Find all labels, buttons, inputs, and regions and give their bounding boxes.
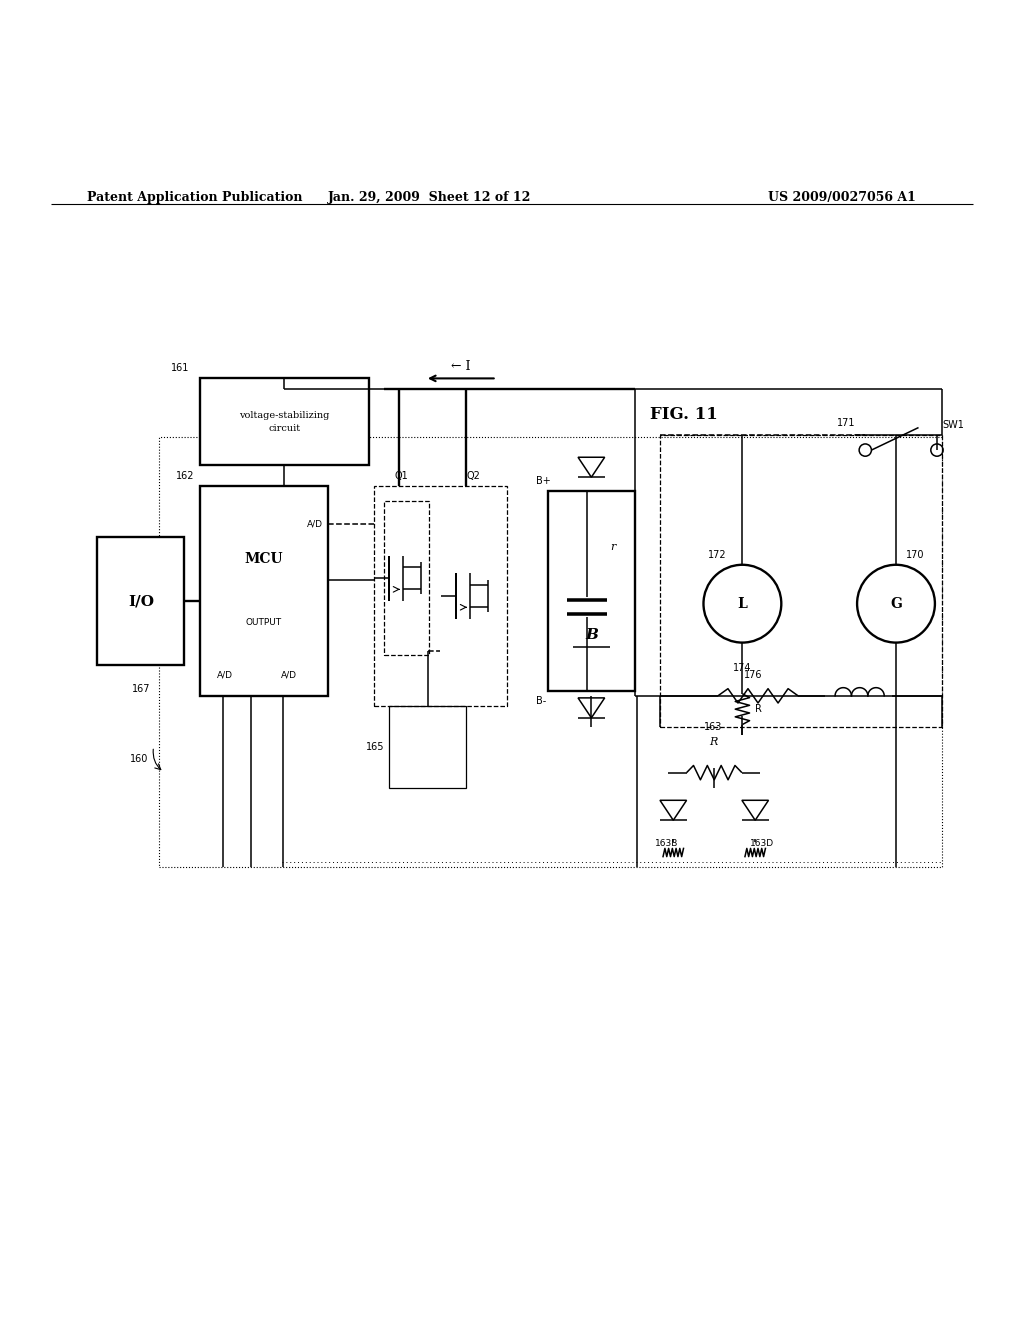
Text: Q1: Q1 xyxy=(394,471,409,480)
Text: Q2: Q2 xyxy=(467,471,480,480)
Text: L: L xyxy=(737,597,748,611)
Text: A/D: A/D xyxy=(306,519,323,528)
Text: Patent Application Publication: Patent Application Publication xyxy=(87,191,302,205)
Text: B-: B- xyxy=(536,696,546,706)
Text: R: R xyxy=(709,737,718,747)
Text: FIG. 11: FIG. 11 xyxy=(650,405,718,422)
Text: 163B: 163B xyxy=(655,840,678,849)
Text: 160: 160 xyxy=(130,754,148,764)
Text: 163D: 163D xyxy=(750,840,774,849)
Text: 165: 165 xyxy=(366,742,384,752)
Bar xyxy=(384,502,429,655)
Text: 174: 174 xyxy=(733,664,752,673)
Text: r: r xyxy=(610,543,615,552)
Text: A/D: A/D xyxy=(217,671,233,680)
Text: 170: 170 xyxy=(906,549,925,560)
Text: A/D: A/D xyxy=(282,671,297,680)
Bar xyxy=(374,486,507,706)
Text: OUTPUT: OUTPUT xyxy=(246,618,282,627)
Text: 171: 171 xyxy=(837,417,855,428)
Text: B: B xyxy=(585,628,598,642)
Text: voltage-stabilizing
circuit: voltage-stabilizing circuit xyxy=(239,411,330,433)
Text: R: R xyxy=(755,704,762,714)
Text: 163: 163 xyxy=(705,722,722,731)
Text: 167: 167 xyxy=(131,684,151,693)
Bar xyxy=(660,434,942,726)
Bar xyxy=(200,486,328,696)
Text: 162: 162 xyxy=(176,471,195,480)
Text: 176: 176 xyxy=(743,671,762,681)
Text: US 2009/0027056 A1: US 2009/0027056 A1 xyxy=(768,191,915,205)
Text: 172: 172 xyxy=(709,549,727,560)
Text: SW1: SW1 xyxy=(942,420,964,429)
Text: 161: 161 xyxy=(171,363,189,374)
Bar xyxy=(200,379,369,466)
Text: Jan. 29, 2009  Sheet 12 of 12: Jan. 29, 2009 Sheet 12 of 12 xyxy=(329,191,531,205)
Text: B+: B+ xyxy=(536,475,550,486)
Text: I/O: I/O xyxy=(128,594,154,609)
Text: ← I: ← I xyxy=(451,360,471,374)
Text: G: G xyxy=(890,597,902,611)
Bar xyxy=(159,437,942,867)
Bar xyxy=(548,491,635,690)
Bar xyxy=(97,537,184,665)
Text: MCU: MCU xyxy=(245,552,283,566)
Bar xyxy=(389,706,466,788)
